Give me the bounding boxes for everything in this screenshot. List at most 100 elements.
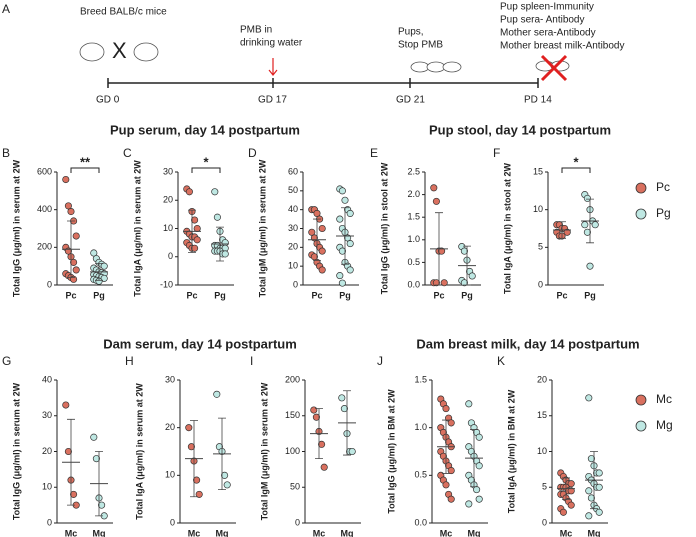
- data-point: [567, 480, 575, 488]
- data-point: [595, 508, 603, 516]
- data-point: [447, 419, 455, 427]
- data-point: [98, 501, 106, 509]
- data-point: [447, 495, 455, 503]
- y-tick-label: 10: [533, 204, 543, 214]
- significance-bracket: [70, 167, 100, 173]
- data-point: [346, 240, 354, 248]
- y-tick-label: 0: [168, 251, 173, 261]
- panel-label: J: [377, 354, 383, 368]
- y-axis-title: Total IgM (μg/ml) in serum at 2W: [257, 159, 267, 297]
- panel-label: E: [370, 146, 378, 160]
- x-tick-label: Pc: [556, 290, 567, 300]
- data-point: [62, 175, 70, 184]
- x-tick-label: Pg: [214, 290, 226, 300]
- x-tick-label: Pg: [93, 290, 105, 300]
- data-point: [338, 279, 346, 287]
- data-point: [313, 209, 321, 217]
- legend-label: Mg: [656, 418, 673, 432]
- data-point: [460, 279, 468, 287]
- timeline-note: Stop PMB: [398, 40, 443, 51]
- y-axis-title: Total IgA (μg/ml) in serum at 2W: [132, 160, 142, 297]
- timeline-label: PD 14: [524, 95, 552, 106]
- data-point: [64, 202, 72, 210]
- data-point: [308, 228, 316, 236]
- data-point: [336, 272, 344, 280]
- data-point: [586, 262, 594, 270]
- section-title: Pup serum, day 14 postpartum: [110, 122, 300, 137]
- data-point: [475, 462, 483, 470]
- y-tick-label: 15: [537, 410, 547, 420]
- y-tick-label: 150: [285, 410, 300, 420]
- data-point: [90, 249, 98, 257]
- y-tick-label: 1.5: [414, 374, 427, 384]
- y-tick-label: 10: [288, 261, 298, 271]
- timeline-note: Pup sera- Antibody: [500, 15, 585, 26]
- data-point: [432, 279, 440, 287]
- y-tick-label: 2.0: [407, 189, 420, 199]
- data-point: [318, 224, 326, 233]
- y-axis-title: Total IgG (μg/ml) in stool at 2W: [379, 162, 389, 294]
- data-point: [348, 447, 356, 456]
- panel-label: D: [248, 146, 257, 160]
- data-point: [440, 279, 448, 287]
- y-tick-label: 400: [37, 204, 52, 214]
- timeline-note: Pups,: [398, 27, 424, 38]
- x-tick-label: Pc: [433, 290, 444, 300]
- data-point: [336, 215, 344, 223]
- legend-label: Mc: [656, 392, 672, 406]
- data-point: [92, 455, 100, 463]
- data-point: [468, 272, 476, 280]
- data-point: [442, 405, 450, 413]
- y-tick-label: 0: [538, 279, 543, 289]
- y-axis-title: Total IgG (μg/ml) in serum at 2W: [11, 382, 21, 520]
- significance-label: *: [573, 154, 579, 169]
- data-point: [318, 440, 326, 448]
- data-point: [340, 405, 348, 413]
- data-point: [438, 247, 446, 255]
- data-point: [432, 197, 440, 205]
- data-point: [587, 455, 595, 463]
- legend-label: Pg: [656, 206, 671, 220]
- timeline-note: Mother breast milk-Antibody: [500, 41, 625, 52]
- data-point: [567, 501, 575, 509]
- data-point: [318, 266, 326, 274]
- y-tick-label: 100: [285, 446, 300, 456]
- y-tick-label: 0: [295, 517, 300, 527]
- data-point: [338, 247, 346, 255]
- x-tick-label: Mc: [313, 528, 326, 537]
- mice-icons: [79, 42, 570, 73]
- y-tick-label: -10: [160, 279, 173, 289]
- y-tick-label: 10: [163, 223, 173, 233]
- data-point: [213, 213, 221, 221]
- timeline-label: GD 0: [96, 95, 120, 106]
- y-axis-title: Total IgM (μg/ml) in serum at 2W: [259, 382, 269, 520]
- data-point: [583, 228, 591, 236]
- x-tick-label: Pg: [339, 290, 351, 300]
- x-tick-label: Mc: [65, 528, 78, 537]
- x-tick-label: Mc: [188, 528, 201, 537]
- data-point: [430, 184, 438, 192]
- x-tick-label: Pc: [65, 290, 76, 300]
- data-point: [587, 494, 595, 502]
- data-point: [185, 188, 193, 196]
- data-point: [100, 262, 108, 270]
- x-tick-label: Mg: [93, 528, 106, 537]
- significance-bracket: [191, 167, 221, 173]
- data-point: [191, 216, 199, 224]
- data-point: [70, 490, 78, 498]
- y-tick-label: 600: [37, 166, 52, 176]
- y-tick-label: 30: [288, 223, 298, 233]
- legend-label: Pc: [656, 180, 670, 194]
- significance-bracket: [561, 167, 591, 173]
- data-point: [191, 244, 199, 252]
- y-tick-label: 20: [288, 242, 298, 252]
- x-tick-label: Mg: [468, 528, 481, 537]
- data-point: [62, 401, 70, 409]
- data-point: [475, 495, 483, 503]
- data-point: [581, 221, 589, 229]
- x-tick-label: Pc: [311, 290, 322, 300]
- timeline-note: drinking water: [240, 38, 303, 49]
- data-point: [193, 476, 201, 484]
- y-tick-label: 10: [537, 446, 547, 456]
